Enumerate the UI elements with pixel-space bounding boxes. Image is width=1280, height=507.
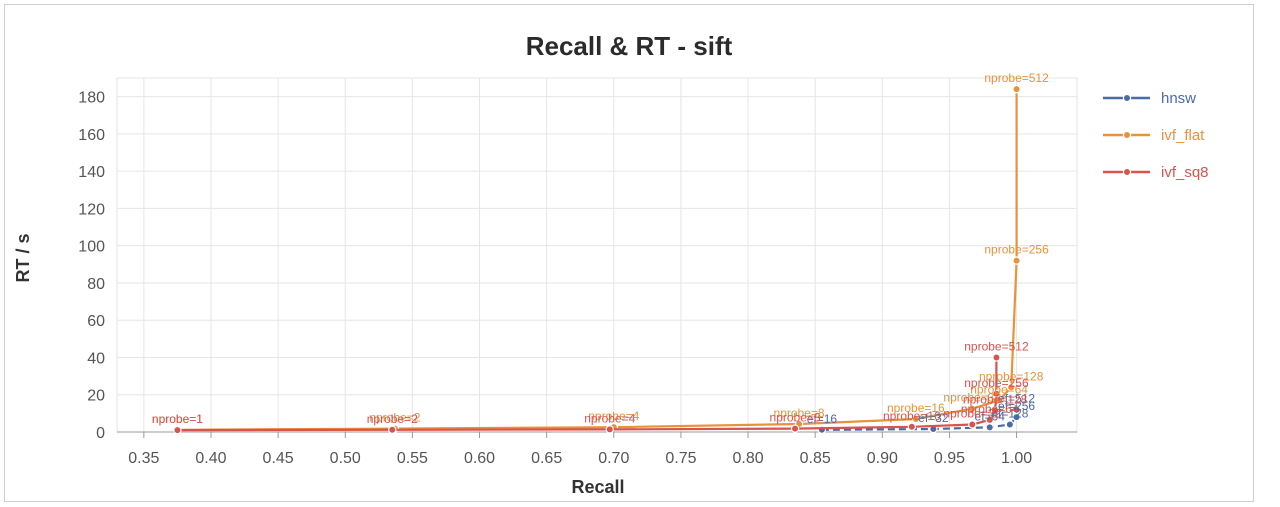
data-label-ivf_sq8: nprobe=16 [883,409,941,423]
x-tick-label: 0.45 [263,450,294,467]
plot-border [116,77,1078,433]
data-label-ivf_flat: nprobe=8 [774,406,825,420]
x-tick-label: 0.90 [867,450,898,467]
x-tick-label: 0.50 [330,450,361,467]
data-label-ivf_sq8: nprobe=128 [963,393,1028,407]
y-tick-label: 20 [87,388,105,405]
data-label-ivf_sq8: nprobe=32 [943,407,1001,421]
data-label-ivf_flat: nprobe=16 [887,401,945,415]
legend[interactable]: hnsw ivf_flat ivf_sq8 [1103,90,1209,181]
x-tick-label: 0.65 [531,450,562,467]
y-tick-label: 80 [87,276,105,293]
data-label-hnsw: ef=512 [998,392,1035,406]
x-tick-label: 0.60 [464,450,495,467]
legend-item-ivf_sq8[interactable]: ivf_sq8 [1103,164,1209,181]
data-point-ivf_sq8 [985,415,994,425]
data-point-ivf_sq8 [173,425,182,435]
series-line-ivf_sq8 [177,357,998,432]
data-label-ivf_flat: nprobe=512 [984,71,1049,85]
data-point-ivf_flat [1007,383,1016,392]
x-axis-title: Recall [571,477,624,497]
data-label-ivf_flat: nprobe=1 [152,412,203,426]
data-point-ivf_sq8 [790,424,800,433]
legend-label: hnsw [1161,90,1196,107]
y-axis-ticks: 0 20 40 60 80 100 120 140 160 180 [78,90,105,442]
chart-frame [4,4,1254,502]
y-tick-label: 60 [87,313,105,330]
data-point-ivf_flat [1012,84,1021,94]
y-tick-label: 40 [87,350,105,367]
data-label-hnsw: ef=64 [975,409,1006,423]
legend-swatch-marker [1122,93,1132,103]
data-label-ivf_flat: nprobe=256 [984,243,1049,257]
data-point-ivf_sq8 [605,425,614,434]
data-point-ivf_flat [911,414,921,424]
data-label-hnsw: ef=32 [918,411,949,425]
data-label-ivf_flat: nprobe=32 [943,391,1001,405]
data-point-ivf_sq8 [388,425,397,434]
legend-swatch-marker [1122,130,1132,140]
legend-label: ivf_flat [1161,127,1205,144]
data-label-hnsw: ef=16 [807,412,838,426]
data-point-ivf_flat [968,404,977,413]
x-tick-label: 0.80 [732,450,763,467]
data-point-ivf_sq8 [992,389,1001,399]
data-label-ivf_sq8: nprobe=512 [964,339,1029,353]
data-label-ivf_sq8: nprobe=4 [584,411,635,425]
data-point-ivf_sq8 [968,420,977,429]
x-tick-label: 0.95 [934,450,965,467]
y-tick-label: 160 [78,127,105,144]
data-label-hnsw: ef=256 [998,399,1035,413]
grid [116,77,1078,433]
data-label-ivf_sq8: nprobe=2 [367,412,418,426]
y-tick-label: 120 [78,201,105,218]
y-tick-label: 140 [78,164,105,181]
data-point-ivf_sq8 [907,422,917,431]
data-label-ivf_sq8: nprobe=64 [961,402,1019,416]
data-label-ivf_sq8: nprobe=256 [964,376,1029,390]
y-tick-label: 100 [78,239,105,256]
data-label-ivf_sq8: nprobe=8 [770,411,821,425]
data-label-ivf_sq8: nprobe=1 [152,412,203,426]
x-tick-label: 0.85 [800,450,831,467]
y-tick-label: 180 [78,90,105,107]
data-point-ivf_sq8 [992,353,1001,362]
data-label-ivf_flat: nprobe=2 [369,411,420,425]
data-label-hnsw: ef=128 [991,407,1028,421]
x-tick-label: 0.70 [598,450,629,467]
y-tick-label: 0 [96,425,105,442]
legend-label: ivf_sq8 [1161,164,1209,181]
series-layer [173,84,1021,435]
x-axis-ticks: 0.35 0.40 0.45 0.50 0.55 0.60 0.65 0.70 0.75 0.80… [117,431,1077,467]
x-tick-label: 0.40 [195,450,226,467]
chart-title: Recall & RT - sift [526,31,733,61]
x-tick-label: 0.75 [665,450,696,467]
series-line-ivf_flat [177,89,1018,431]
legend-swatch-marker [1122,167,1132,177]
data-label-ivf_flat: nprobe=128 [979,369,1044,383]
data-point-hnsw [1005,420,1015,429]
data-point-ivf_flat [1012,256,1021,265]
data-point-hnsw [1012,405,1021,414]
point-labels: ef=16 ef=32 ef=64ef=128ef=256ef=512nprobe=… [152,71,1049,426]
x-tick-label: 0.35 [128,450,159,467]
legend-item-hnsw[interactable]: hnsw [1103,90,1196,107]
data-point-ivf_sq8 [990,406,1000,415]
data-label-ivf_flat: nprobe=4 [588,409,639,423]
data-label-ivf_flat: nprobe=64 [970,382,1028,396]
data-point-hnsw [985,423,994,432]
x-tick-label: 0.55 [397,450,428,467]
x-tick-label: 1.00 [1001,450,1032,467]
y-axis-title: RT / s [13,233,33,282]
legend-item-ivf_flat[interactable]: ivf_flat [1103,127,1205,144]
